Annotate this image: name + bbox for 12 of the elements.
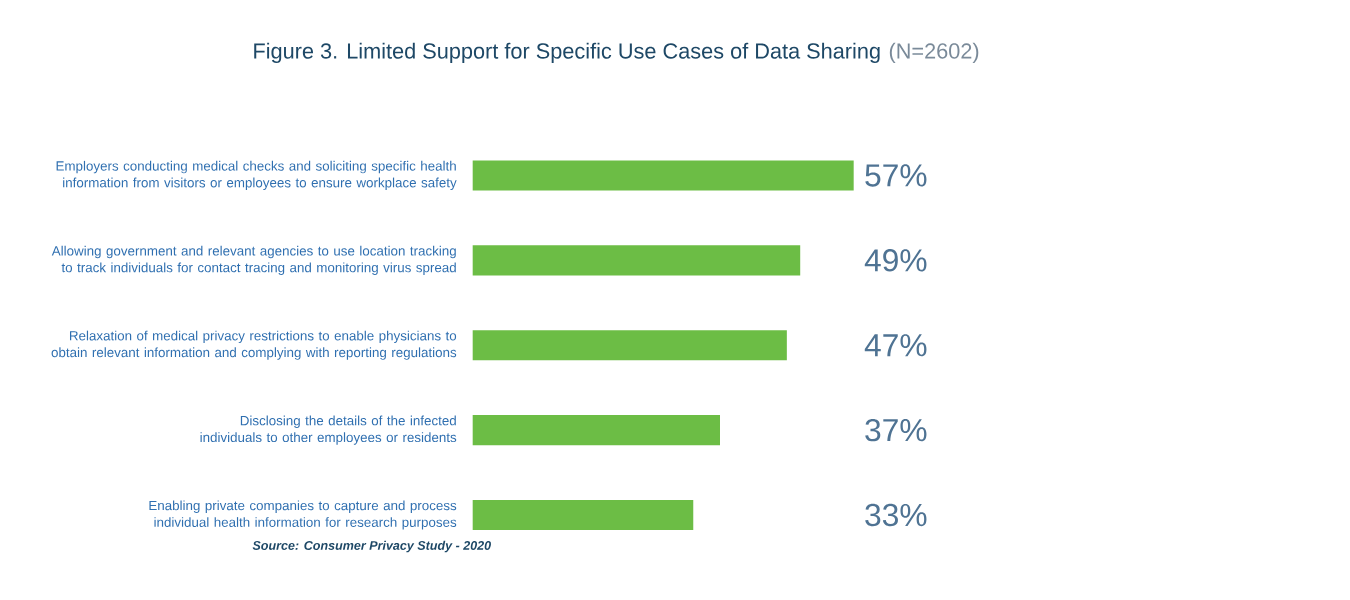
- data-label: 49%: [864, 249, 927, 272]
- data-label: 57%: [865, 164, 927, 187]
- bar: [472, 415, 720, 446]
- data-label: 47%: [864, 334, 927, 357]
- bar: [472, 500, 694, 531]
- bar: [472, 160, 854, 191]
- data-label: 33%: [865, 503, 927, 527]
- bar: [472, 245, 801, 276]
- data-label: 37%: [865, 418, 927, 442]
- bar: [472, 330, 787, 361]
- chart-title: Figure 3. Limited Support for Specific Use Cases of Data Sharing: [254, 42, 880, 64]
- text: (N=2602): [889, 42, 979, 64]
